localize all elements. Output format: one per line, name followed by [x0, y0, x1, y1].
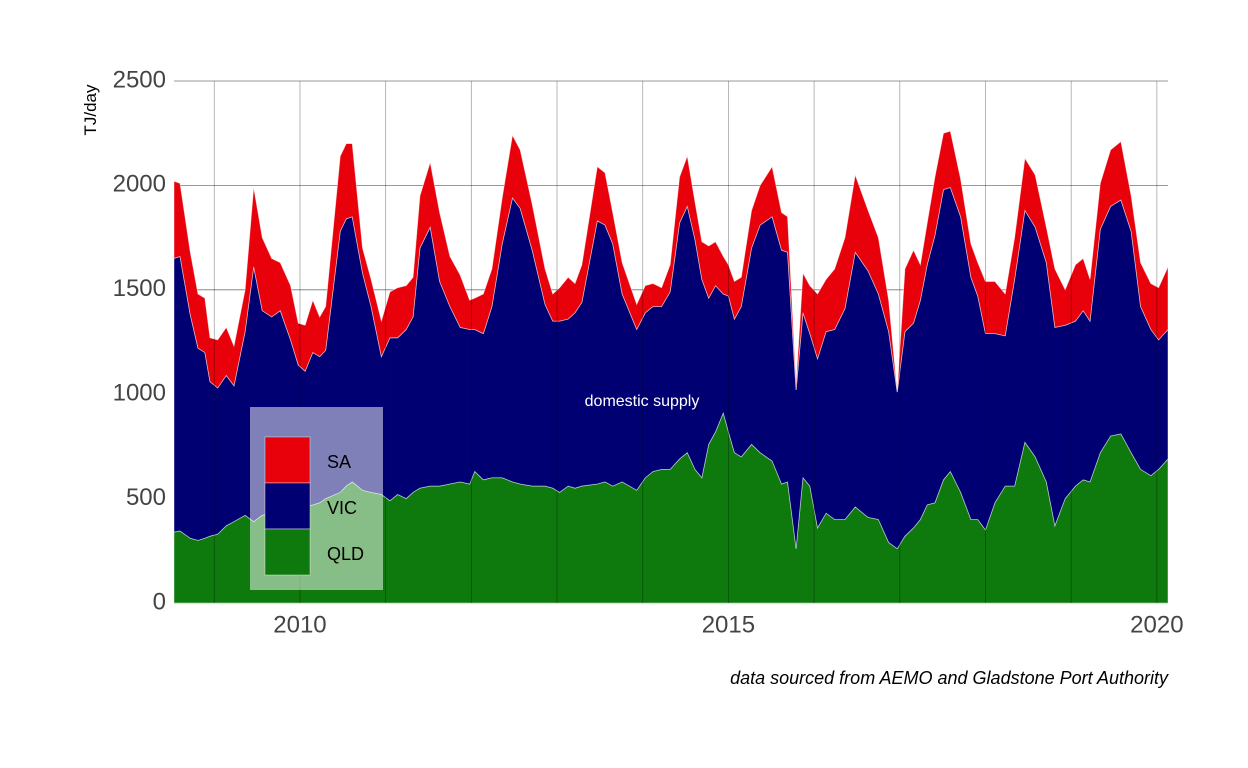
- legend-swatch: [264, 482, 311, 530]
- y-tick-label: 2500: [113, 66, 166, 93]
- source-note: data sourced from AEMO and Gladstone Por…: [730, 668, 1169, 688]
- y-tick-label: 2000: [113, 171, 166, 198]
- legend-swatch: [264, 436, 311, 484]
- annotation: domestic supply: [585, 393, 700, 410]
- y-tick-label: 1000: [113, 380, 166, 407]
- y-axis-label: TJ/day: [81, 84, 100, 136]
- legend-label: QLD: [327, 544, 364, 564]
- legend-swatch: [264, 528, 311, 576]
- legend-label: SA: [327, 452, 351, 472]
- y-tick-label: 0: [153, 588, 166, 615]
- areas: [173, 130, 1169, 604]
- area: [173, 130, 1169, 393]
- x-tick-label: 2020: [1130, 611, 1183, 638]
- legend-label: VIC: [327, 498, 357, 518]
- y-tick-label: 500: [126, 484, 166, 511]
- y-tick-label: 1500: [113, 275, 166, 302]
- x-tick-label: 2010: [273, 611, 326, 638]
- x-tick-label: 2015: [702, 611, 755, 638]
- legend: SA VIC QLD: [250, 407, 383, 590]
